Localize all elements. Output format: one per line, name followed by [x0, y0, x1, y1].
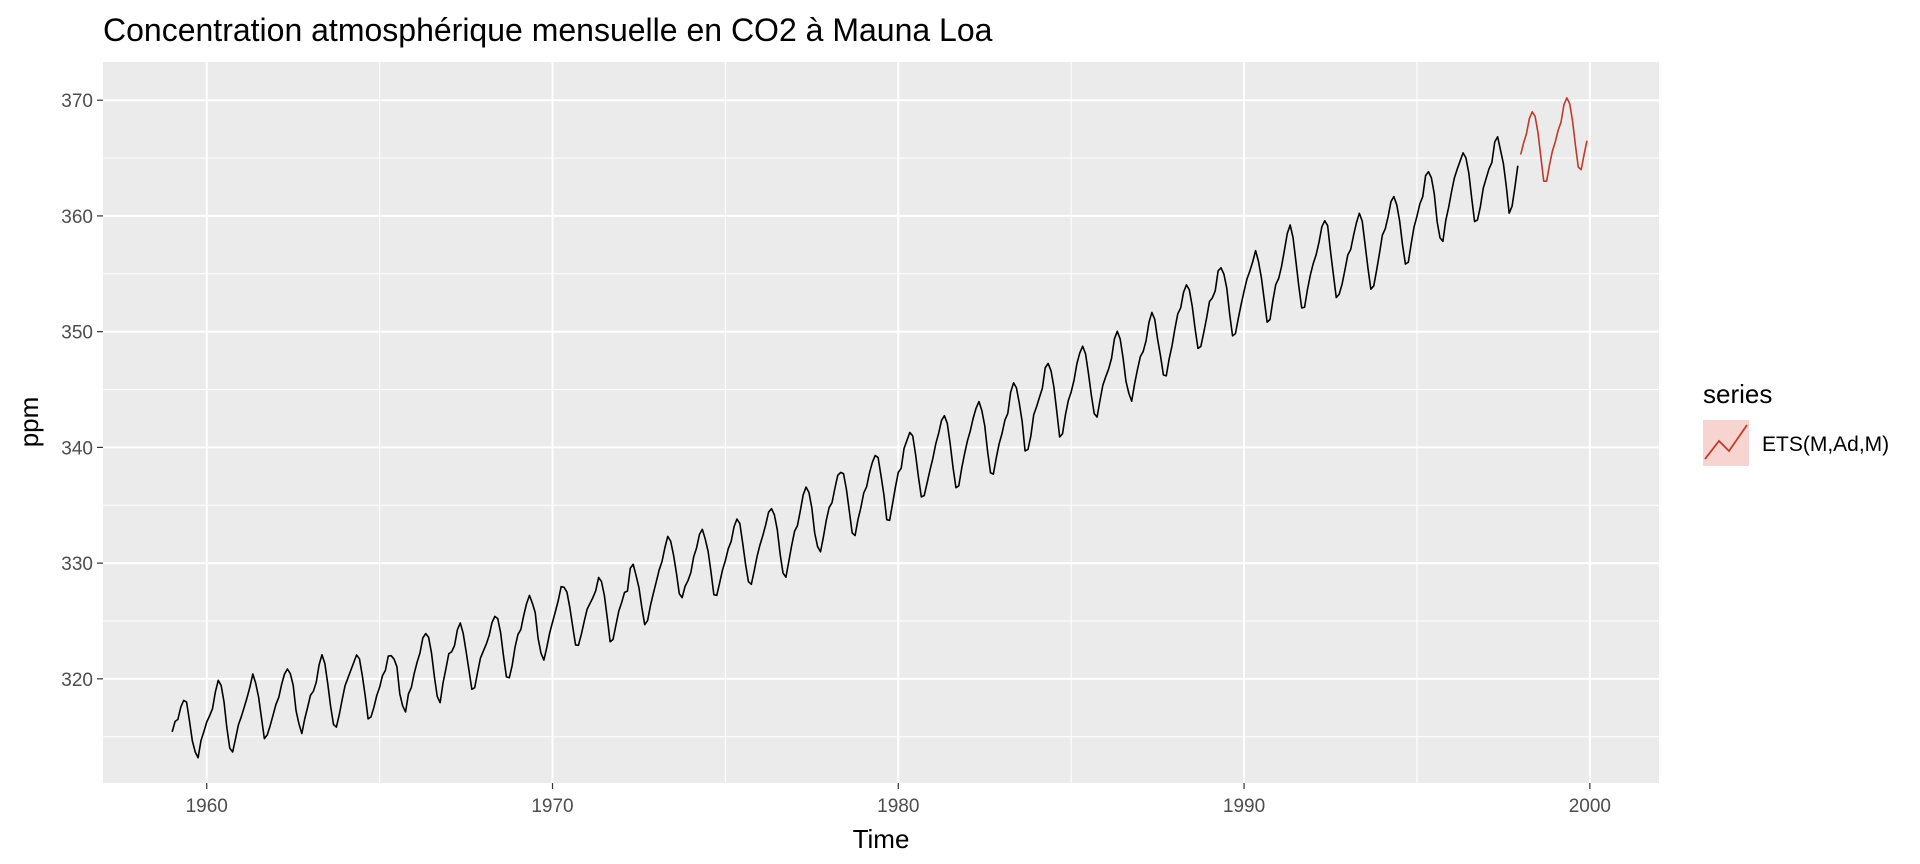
x-tick-label: 1990: [1223, 796, 1265, 817]
legend-title: series: [1703, 379, 1772, 409]
plot-panel: [103, 62, 1659, 783]
minor-gridlines: [33, 62, 1659, 783]
y-axis-title: ppm: [14, 397, 44, 448]
y-tick-label: 320: [61, 670, 93, 691]
observed-co2-line: [171, 135, 1519, 759]
legend-label-ets: ETS(M,Ad,M): [1762, 433, 1889, 456]
y-tick-label: 370: [61, 91, 93, 112]
y-tick-label: 360: [61, 207, 93, 228]
series-lines: [171, 97, 1588, 759]
legend-key-box: [1703, 420, 1749, 466]
x-tick-label: 1980: [877, 796, 919, 817]
x-axis-title: Time: [853, 824, 910, 854]
y-tick-label: 340: [61, 438, 93, 459]
legend-key-line: [1704, 424, 1748, 460]
y-axis: 320 330 340 350 360 370: [61, 91, 103, 691]
x-axis: 1960 1970 1980 1990 2000: [186, 783, 1611, 817]
legend: series ETS(M,Ad,M): [1703, 379, 1889, 466]
forecast-ets-line: [1519, 97, 1588, 182]
x-tick-label: 1970: [531, 796, 573, 817]
chart-title: Concentration atmosphérique mensuelle en…: [103, 12, 993, 48]
y-tick-label: 350: [61, 323, 93, 344]
major-gridlines: [103, 62, 1659, 783]
y-tick-label: 330: [61, 554, 93, 575]
x-tick-label: 2000: [1569, 796, 1611, 817]
x-tick-label: 1960: [186, 796, 228, 817]
